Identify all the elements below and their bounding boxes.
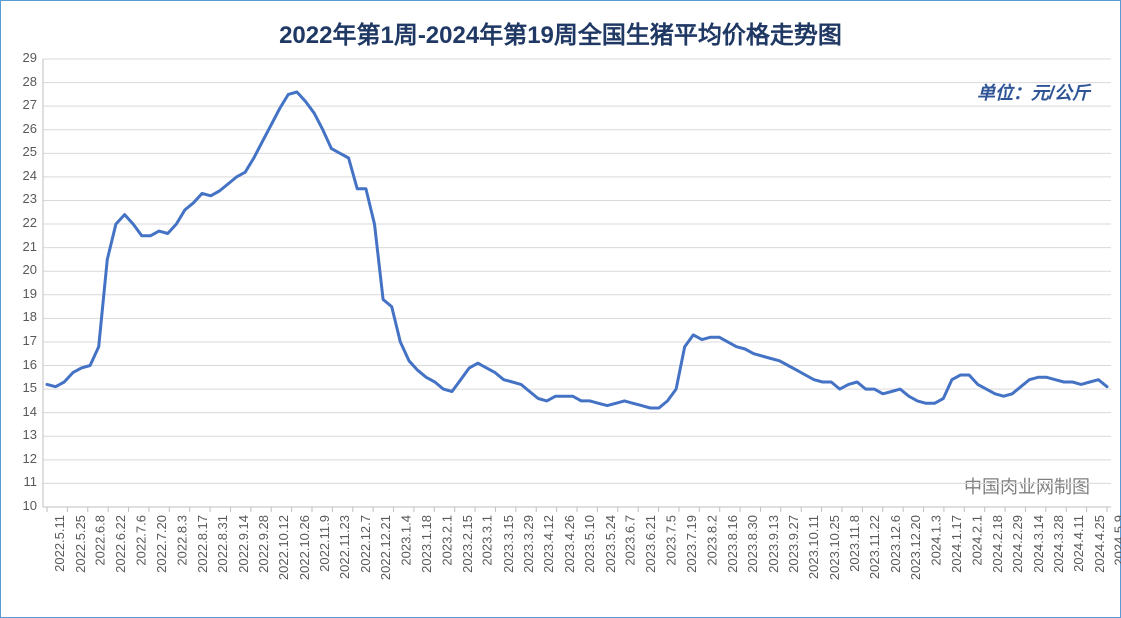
x-tick: 2024.4.25 (1092, 515, 1107, 573)
x-tick: 2022.6.22 (113, 515, 128, 573)
x-tick: 2024.2.1 (969, 515, 984, 566)
y-tick: 19 (7, 286, 37, 301)
x-tick: 2023.7.19 (684, 515, 699, 573)
x-tick: 2024.3.28 (1051, 515, 1066, 573)
y-tick: 11 (7, 474, 37, 489)
x-tick: 2023.7.5 (664, 515, 679, 566)
x-tick: 2022.12.7 (358, 515, 373, 573)
y-tick: 22 (7, 215, 37, 230)
y-tick: 25 (7, 144, 37, 159)
x-tick: 2023.6.21 (643, 515, 658, 573)
x-tick: 2022.8.31 (215, 515, 230, 573)
plot-area: 1011121314151617181920212223242526272829… (43, 59, 1111, 507)
y-tick: 26 (7, 121, 37, 136)
x-tick: 2023.5.24 (602, 515, 617, 573)
x-tick: 2022.8.17 (195, 515, 210, 573)
y-tick: 12 (7, 451, 37, 466)
y-tick: 17 (7, 333, 37, 348)
y-tick: 27 (7, 97, 37, 112)
x-tick: 2024.3.14 (1030, 515, 1045, 573)
x-tick: 2023.2.15 (460, 515, 475, 573)
chart-svg (43, 59, 1111, 513)
x-tick: 2022.10.12 (276, 515, 291, 580)
x-tick: 2022.7.6 (134, 515, 149, 566)
x-tick: 2023.3.1 (480, 515, 495, 566)
x-tick: 2023.11.22 (867, 515, 882, 579)
x-tick: 2023.8.2 (704, 515, 719, 566)
x-tick: 2022.5.25 (72, 515, 87, 573)
x-tick: 2022.6.8 (93, 515, 108, 566)
x-tick: 2024.2.18 (990, 515, 1005, 573)
x-tick: 2022.11.9 (317, 515, 332, 572)
x-tick: 2023.4.26 (562, 515, 577, 573)
x-tick: 2023.3.15 (500, 515, 515, 573)
chart-title: 2022年第1周-2024年第19周全国生猪平均价格走势图 (1, 15, 1120, 50)
x-tick: 2022.5.11 (52, 515, 67, 572)
y-tick: 13 (7, 427, 37, 442)
y-tick: 18 (7, 309, 37, 324)
y-tick: 14 (7, 404, 37, 419)
x-tick: 2024.1.17 (949, 515, 964, 573)
x-tick: 2022.11.23 (337, 515, 352, 579)
x-tick: 2023.1.4 (399, 515, 414, 566)
x-tick: 2023.6.7 (623, 515, 638, 566)
x-tick: 2023.12.20 (908, 515, 923, 580)
x-tick: 2023.11.8 (847, 515, 862, 572)
x-tick: 2022.7.20 (154, 515, 169, 573)
x-tick: 2023.8.30 (745, 515, 760, 573)
x-tick: 2023.8.16 (725, 515, 740, 573)
x-tick: 2024.2.29 (1010, 515, 1025, 573)
x-tick: 2022.10.26 (297, 515, 312, 580)
y-tick: 10 (7, 498, 37, 513)
x-tick: 2024.5.9 (1112, 515, 1121, 566)
x-tick: 2022.9.14 (235, 515, 250, 573)
x-tick: 2023.3.29 (521, 515, 536, 573)
x-tick: 2023.1.18 (419, 515, 434, 573)
x-tick: 2023.9.13 (765, 515, 780, 573)
y-tick: 24 (7, 168, 37, 183)
y-tick: 28 (7, 74, 37, 89)
y-tick: 23 (7, 191, 37, 206)
y-tick: 16 (7, 357, 37, 372)
x-tick: 2023.10.25 (827, 515, 842, 580)
x-tick: 2023.9.27 (786, 515, 801, 573)
x-tick: 2023.12.6 (888, 515, 903, 573)
chart-container: 2022年第1周-2024年第19周全国生猪平均价格走势图 单位：元/公斤 中国… (0, 0, 1121, 618)
x-tick: 2023.5.10 (582, 515, 597, 573)
x-tick: 2024.4.11 (1071, 515, 1086, 572)
x-tick: 2023.2.1 (439, 515, 454, 566)
x-tick: 2022.12.21 (378, 515, 393, 580)
y-tick: 15 (7, 380, 37, 395)
x-tick: 2023.10.11 (806, 515, 821, 579)
x-tick: 2024.1.3 (929, 515, 944, 566)
y-tick: 21 (7, 239, 37, 254)
y-tick: 29 (7, 50, 37, 65)
y-tick: 20 (7, 262, 37, 277)
x-tick: 2023.4.12 (541, 515, 556, 573)
x-tick: 2022.9.28 (256, 515, 271, 573)
x-tick: 2022.8.3 (174, 515, 189, 566)
